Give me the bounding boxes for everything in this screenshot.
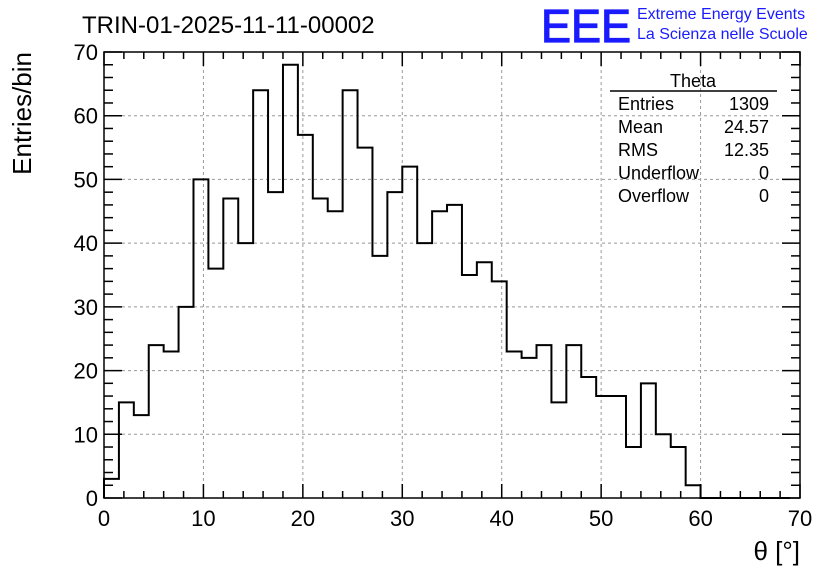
stats-value: 1309 xyxy=(729,94,769,114)
histogram-bin xyxy=(581,377,596,498)
histogram-bin xyxy=(149,345,164,498)
histogram-bin xyxy=(686,485,701,498)
logo-line-2: La Scienza nelle Scuole xyxy=(637,26,808,43)
y-tick-label: 40 xyxy=(74,231,98,256)
histogram-bin xyxy=(193,179,208,498)
x-tick-label: 70 xyxy=(788,506,812,531)
stats-value: 0 xyxy=(759,186,769,206)
histogram-bin xyxy=(626,447,641,498)
x-tick-label: 30 xyxy=(390,506,414,531)
grid-lines xyxy=(104,52,800,498)
stats-box: Theta Entries 1309 Mean 24.57 RMS 12.35 Underf… xyxy=(610,71,777,206)
histogram-bin xyxy=(328,211,343,498)
stats-title: Theta xyxy=(670,71,717,91)
histogram-bin xyxy=(372,256,387,498)
x-axis-title: θ [°] xyxy=(753,536,800,566)
stats-label: Overflow xyxy=(618,186,690,206)
y-tick-label: 70 xyxy=(74,40,98,65)
histogram-bin xyxy=(343,90,358,498)
x-tick-label: 20 xyxy=(291,506,315,531)
histogram-bars xyxy=(103,63,791,499)
histogram-bin xyxy=(492,281,507,498)
histogram-bin xyxy=(462,275,477,498)
histogram-bin xyxy=(611,396,626,498)
tick-labels: 0 10 20 30 40 50 60 70 0 10 20 30 40 50 60 70 xyxy=(74,40,813,531)
x-tick-label: 10 xyxy=(191,506,215,531)
histogram-bin xyxy=(402,167,417,498)
histogram-bin xyxy=(671,447,686,498)
histogram-bin xyxy=(522,358,537,498)
x-tick-label: 40 xyxy=(489,506,513,531)
y-tick-label: 50 xyxy=(74,167,98,192)
stats-value: 24.57 xyxy=(724,117,769,137)
histogram-bin xyxy=(238,243,253,498)
eee-logo: EEE Extreme Energy Events La Scienza nel… xyxy=(540,0,808,53)
histogram-bin xyxy=(641,383,656,498)
histogram-bin xyxy=(447,205,462,498)
histogram-outline xyxy=(103,63,791,499)
histogram-bin xyxy=(537,345,552,498)
histogram-bin xyxy=(551,402,566,498)
y-tick-label: 60 xyxy=(74,104,98,129)
stats-label: Entries xyxy=(618,94,674,114)
histogram-bin xyxy=(164,351,179,498)
stats-rows: Entries 1309 Mean 24.57 RMS 12.35 Underflow 0 Ov… xyxy=(618,94,769,206)
histogram-bin xyxy=(477,262,492,498)
histogram-bin xyxy=(432,211,447,498)
histogram-bin xyxy=(253,90,268,498)
histogram-bin xyxy=(119,402,134,498)
y-tick-label: 20 xyxy=(74,359,98,384)
histogram-bin xyxy=(313,199,328,498)
stats-label: RMS xyxy=(618,140,658,160)
axis-ticks xyxy=(103,51,801,499)
histogram-bin xyxy=(283,65,298,498)
histogram-bin xyxy=(134,415,149,498)
x-tick-label: 60 xyxy=(688,506,712,531)
histogram-bin xyxy=(223,199,238,498)
y-tick-label: 10 xyxy=(74,422,98,447)
stats-value: 12.35 xyxy=(724,140,769,160)
y-tick-label: 0 xyxy=(86,486,98,511)
histogram-bin xyxy=(417,243,432,498)
stats-value: 0 xyxy=(759,163,769,183)
y-axis-title: Entries/bin xyxy=(7,52,37,175)
histogram-bin xyxy=(179,307,194,498)
histogram-bin xyxy=(656,434,671,498)
histogram-bin xyxy=(566,345,581,498)
chart-title: TRIN-01-2025-11-11-00002 xyxy=(82,12,375,39)
y-tick-label: 30 xyxy=(74,295,98,320)
histogram-bin xyxy=(596,396,611,498)
histogram-bin xyxy=(298,135,313,498)
histogram-bin xyxy=(387,192,402,498)
x-tick-label: 0 xyxy=(98,506,110,531)
logo-mark: EEE xyxy=(541,0,631,52)
stats-label: Underflow xyxy=(618,163,700,183)
histogram-bin xyxy=(208,269,223,498)
x-tick-label: 50 xyxy=(589,506,613,531)
histogram-bin xyxy=(268,192,283,498)
plot-frame xyxy=(103,51,801,499)
stats-label: Mean xyxy=(618,117,663,137)
histogram-bin xyxy=(104,479,119,498)
logo-line-1: Extreme Energy Events xyxy=(637,6,805,23)
histogram-bin xyxy=(507,351,522,498)
histogram-bin xyxy=(358,148,373,498)
